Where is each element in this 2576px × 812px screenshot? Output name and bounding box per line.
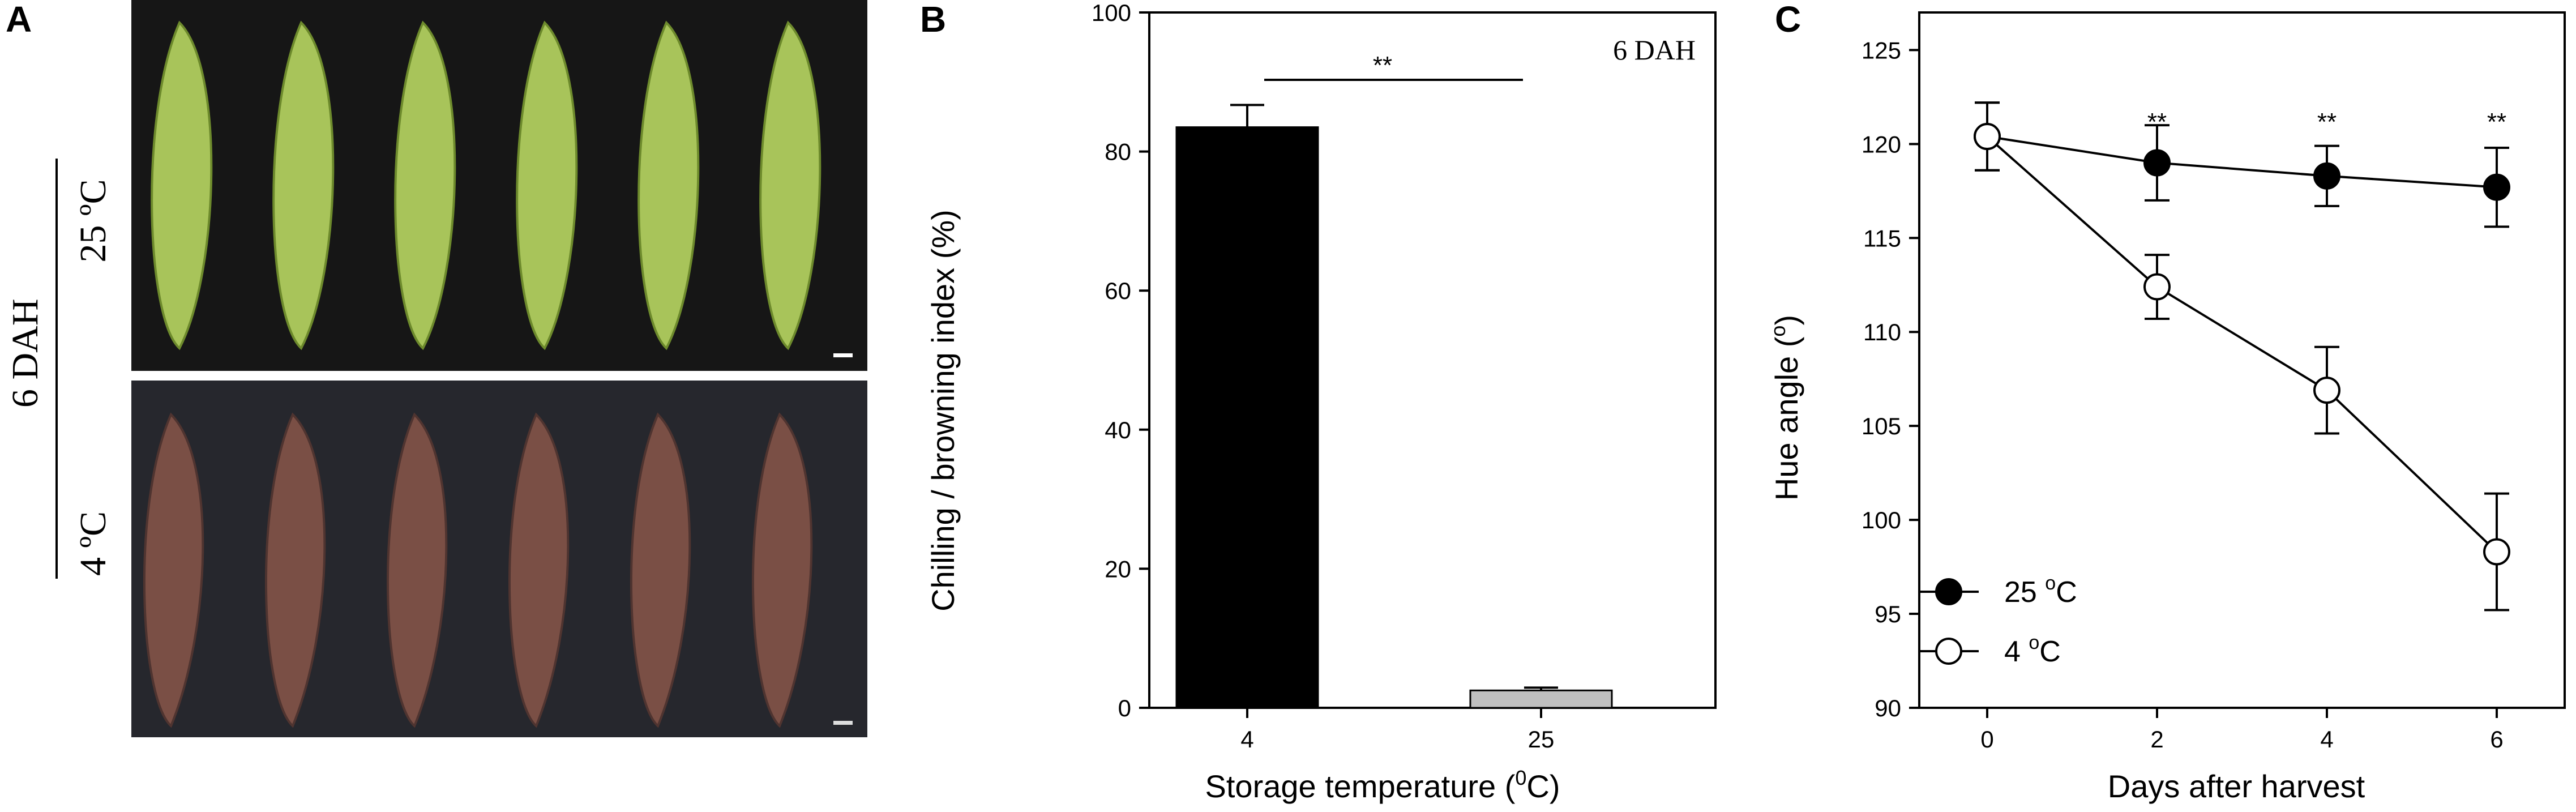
- significance-mark: **: [2317, 108, 2337, 136]
- x-tick-label: 4: [1240, 726, 1253, 753]
- y-tick-label: 90: [1875, 695, 1901, 721]
- label-25c: 25 ºC: [72, 179, 114, 263]
- x-tick-label: 4: [2320, 726, 2333, 753]
- bar: [1469, 689, 1613, 709]
- y-tick-label: 105: [1862, 413, 1901, 439]
- panel-a-letter: A: [6, 0, 32, 40]
- data-point: [2483, 538, 2510, 566]
- y-tick-label: 110: [1863, 319, 1901, 345]
- x-tick-label: 0: [1980, 726, 1993, 753]
- panel-b-letter: B: [920, 0, 947, 40]
- bar: [1175, 126, 1319, 709]
- data-point: [2483, 173, 2510, 201]
- x-tick-label: 25: [1528, 726, 1555, 753]
- bar-significance: **: [1373, 52, 1392, 79]
- banana-brown: [386, 412, 448, 728]
- banana-green: [637, 20, 700, 351]
- line-chart: 90 95 100 105 110 115 120 125 0 2 4 6 ** ** ** Hue an…: [1766, 11, 2566, 804]
- data-point: [2313, 377, 2340, 404]
- line-y-axis-label: Hue angle (o): [1766, 315, 1804, 501]
- y-tick-label: 100: [1092, 0, 1131, 26]
- bar-x-axis-label: Storage temperature (0C): [1205, 766, 1560, 804]
- bar-y-axis-label: Chilling / browning index (%): [925, 210, 961, 612]
- banana-green: [759, 20, 821, 351]
- y-tick-label: 125: [1862, 37, 1901, 63]
- photo-bananas-25c: [131, 0, 867, 371]
- line-plot-frame: [1918, 11, 2566, 709]
- significance-mark: **: [2487, 108, 2506, 136]
- banana-green: [516, 20, 578, 351]
- series-line: [1987, 135, 2497, 189]
- banana-brown: [630, 412, 691, 728]
- bar-chart: 0 20 40 60 80 100 4 25 6 DAH ** Chilling / brow…: [925, 0, 1717, 804]
- legend-marker: [1935, 578, 1962, 605]
- group-label-6dah: 6 DAH: [5, 298, 46, 408]
- y-tick-label: 20: [1105, 555, 1131, 582]
- banana-brown: [143, 412, 204, 728]
- y-tick-label: 40: [1105, 417, 1131, 443]
- photo-bananas-4c: [131, 381, 867, 737]
- y-tick-label: 80: [1105, 139, 1131, 165]
- banana-brown: [264, 412, 326, 728]
- banana-green: [272, 20, 335, 351]
- y-tick-label: 115: [1863, 225, 1901, 251]
- data-point: [2313, 162, 2340, 190]
- banana-green: [394, 20, 456, 351]
- bananas-4c-illustration: [143, 412, 853, 728]
- bar-plot-frame: [1148, 11, 1717, 709]
- data-point: [1974, 123, 2001, 151]
- banana-brown: [751, 412, 813, 728]
- label-4c: 4 ºC: [72, 511, 114, 576]
- line-x-axis-label: Days after harvest: [2108, 768, 2365, 804]
- significance-mark: **: [2147, 108, 2167, 136]
- y-tick-label: 120: [1862, 131, 1901, 157]
- data-point: [2143, 149, 2171, 177]
- bar-annotation: 6 DAH: [1613, 34, 1696, 66]
- y-tick-label: 0: [1118, 695, 1131, 721]
- banana-green: [151, 20, 213, 351]
- legend-label: 25 oC: [2004, 572, 2077, 609]
- data-point: [2143, 273, 2171, 301]
- line-legend: 25 oC 4 oC: [1919, 572, 2077, 668]
- bananas-25c-illustration: [151, 20, 853, 357]
- y-tick-label: 60: [1105, 277, 1131, 304]
- y-tick-label: 100: [1862, 507, 1901, 533]
- panel-c-letter: C: [1775, 0, 1802, 40]
- x-tick-label: 2: [2150, 726, 2163, 753]
- legend-marker: [1935, 638, 1962, 665]
- x-tick-label: 6: [2490, 726, 2503, 753]
- series-line: [1986, 135, 2498, 553]
- banana-brown: [508, 412, 570, 728]
- divider-line: [55, 159, 58, 579]
- legend-label: 4 oC: [2004, 632, 2061, 668]
- y-tick-label: 95: [1875, 601, 1901, 627]
